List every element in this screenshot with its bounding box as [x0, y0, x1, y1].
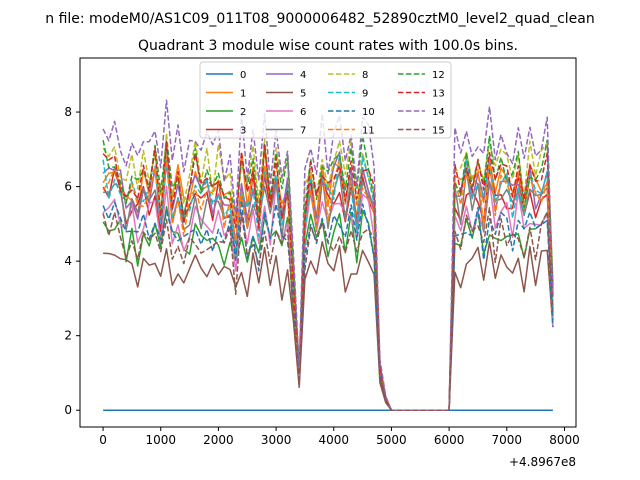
series-line-15 — [102, 207, 554, 411]
chart-title: Quadrant 3 module wise count rates with … — [138, 38, 518, 54]
legend-label-12: 12 — [432, 70, 445, 81]
series-line-10 — [102, 199, 554, 411]
series-group — [102, 99, 554, 411]
legend-label-15: 15 — [432, 126, 445, 137]
figure-suptitle: n file: modeM0/AS1C09_011T08_9000006482_… — [45, 11, 594, 27]
legend-label-7: 7 — [300, 126, 306, 137]
axes-frame — [79, 57, 577, 428]
x-tick-label: 4000 — [318, 433, 349, 447]
x-offset-label: +4.8967e8 — [509, 455, 576, 469]
legend-label-3: 3 — [240, 126, 246, 137]
legend-label-5: 5 — [300, 89, 306, 100]
series-line-11 — [102, 156, 554, 411]
x-tick-label: 5000 — [376, 433, 407, 447]
x-tick-label: 2000 — [203, 433, 234, 447]
series-line-14 — [102, 99, 554, 411]
series-line-13 — [102, 141, 554, 411]
legend-label-4: 4 — [300, 70, 306, 81]
legend-label-10: 10 — [362, 107, 375, 118]
x-tick-label: 0 — [99, 433, 107, 447]
legend-label-8: 8 — [362, 70, 368, 81]
x-tick-label: 6000 — [434, 433, 465, 447]
legend-label-2: 2 — [240, 107, 246, 118]
plot-area: 0 1000 2000 3000 4000 5000 6000 7000 8000 0 2 4 6 8 — [64, 57, 580, 447]
y-tick-label: 0 — [64, 403, 72, 417]
y-tick-label: 2 — [64, 329, 72, 343]
legend-label-6: 6 — [300, 107, 306, 118]
x-tick-label: 7000 — [492, 433, 523, 447]
legend-label-1: 1 — [240, 89, 246, 100]
y-tick-label: 4 — [64, 254, 72, 268]
legend-label-0: 0 — [240, 70, 246, 81]
x-tick-label: 1000 — [145, 433, 176, 447]
legend-label-11: 11 — [362, 126, 375, 137]
x-tick-label: 3000 — [261, 433, 292, 447]
y-tick-label: 6 — [64, 180, 72, 194]
legend-box — [199, 61, 452, 139]
legend-label-14: 14 — [432, 107, 445, 118]
legend-label-9: 9 — [362, 89, 368, 100]
x-tick-label: 8000 — [549, 433, 580, 447]
y-tick-label: 8 — [64, 105, 72, 119]
legend-label-13: 13 — [432, 89, 445, 100]
